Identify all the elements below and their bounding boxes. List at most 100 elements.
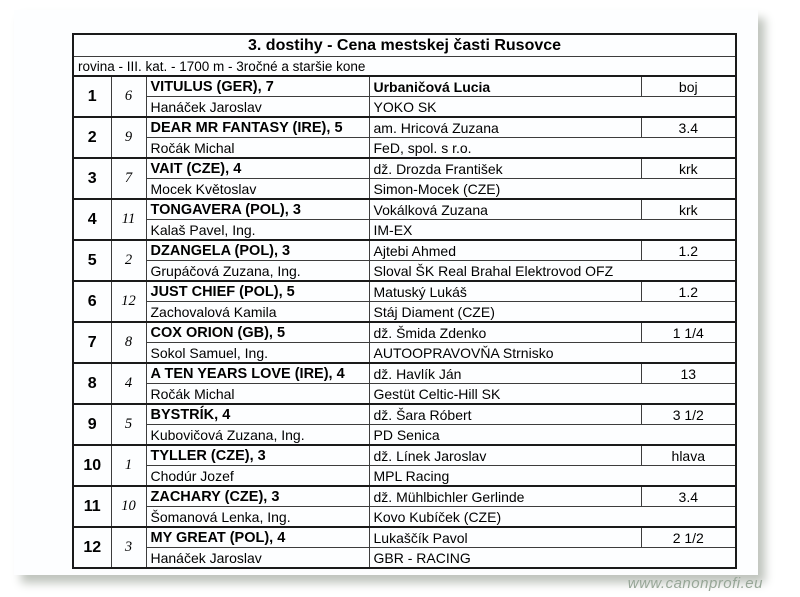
jockey-name: dž. Havlík Ján: [369, 363, 642, 384]
horse-name: TONGAVERA (POL), 3: [146, 199, 370, 220]
trainer-name: Kalaš Pavel, Ing.: [146, 219, 370, 241]
jockey-name: dž. Šara Róbert: [369, 404, 642, 425]
horse-name: DZANGELA (POL), 3: [146, 240, 370, 261]
start-number: 7: [111, 158, 147, 200]
finish-margin: 3.4: [641, 486, 737, 507]
owner-name: Gestüt Celtic-Hill SK: [369, 383, 737, 405]
result-row-details: Šomanová Lenka, Ing. Kovo Kubíček (CZE): [73, 506, 737, 528]
horse-name: TYLLER (CZE), 3: [146, 445, 370, 466]
finish-position: 7: [73, 322, 112, 364]
start-number: 9: [111, 117, 147, 159]
owner-name: Sloval ŠK Real Brahal Elektrovod OFZ: [369, 260, 737, 282]
jockey-name: Lukaščík Pavol: [369, 527, 642, 548]
trainer-name: Ročák Michal: [146, 383, 370, 405]
horse-name: DEAR MR FANTASY (IRE), 5: [146, 117, 370, 138]
title-row: 3. dostihy - Cena mestskej časti Rusovce: [73, 34, 737, 57]
result-row-details: Hanáček Jaroslav GBR - RACING: [73, 547, 737, 569]
start-number: 2: [111, 240, 147, 282]
finish-margin: 1.2: [641, 281, 737, 302]
result-row: 3 7 VAIT (CZE), 4 dž. Drozda František k…: [73, 158, 737, 200]
finish-margin: krk: [641, 199, 737, 220]
result-row: 11 10 ZACHARY (CZE), 3 dž. Mühlbichler G…: [73, 486, 737, 528]
finish-margin: hlava: [641, 445, 737, 466]
result-row-details: Kubovičová Zuzana, Ing. PD Senica: [73, 424, 737, 446]
finish-position: 1: [73, 76, 112, 118]
result-row-details: Mocek Květoslav Simon-Mocek (CZE): [73, 178, 737, 200]
owner-name: Stáj Diament (CZE): [369, 301, 737, 323]
owner-name: FeD, spol. s r.o.: [369, 137, 737, 159]
horse-name: MY GREAT (POL), 4: [146, 527, 370, 548]
finish-position: 4: [73, 199, 112, 241]
result-row: 9 5 BYSTRÍK, 4 dž. Šara Róbert 3 1/2: [73, 404, 737, 446]
start-number: 12: [111, 281, 147, 323]
jockey-name: am. Hricová Zuzana: [369, 117, 642, 138]
start-number: 5: [111, 404, 147, 446]
owner-name: AUTOOPRAVOVŇA Strnisko: [369, 342, 737, 364]
start-number: 4: [111, 363, 147, 405]
watermark-text: www.canonprofi.eu: [627, 575, 763, 592]
race-results-table: 3. dostihy - Cena mestskej časti Rusovce…: [72, 33, 738, 569]
owner-name: MPL Racing: [369, 465, 737, 487]
finish-position: 6: [73, 281, 112, 323]
result-row-details: Zachovalová Kamila Stáj Diament (CZE): [73, 301, 737, 323]
result-row: 5 2 DZANGELA (POL), 3 Ajtebi Ahmed 1.2: [73, 240, 737, 282]
horse-name: JUST CHIEF (POL), 5: [146, 281, 370, 302]
finish-margin: boj: [641, 76, 737, 97]
owner-name: GBR - RACING: [369, 547, 737, 569]
finish-margin: 2 1/2: [641, 527, 737, 548]
jockey-name: Ajtebi Ahmed: [369, 240, 642, 261]
owner-name: Kovo Kubíček (CZE): [369, 506, 737, 528]
finish-position: 9: [73, 404, 112, 446]
trainer-name: Sokol Samuel, Ing.: [146, 342, 370, 364]
finish-margin: 1.2: [641, 240, 737, 261]
result-row-details: Kalaš Pavel, Ing. IM-EX: [73, 219, 737, 241]
start-number: 3: [111, 527, 147, 569]
result-row-details: Grupáčová Zuzana, Ing. Sloval ŠK Real Br…: [73, 260, 737, 282]
trainer-name: Kubovičová Zuzana, Ing.: [146, 424, 370, 446]
result-row-details: Chodúr Jozef MPL Racing: [73, 465, 737, 487]
trainer-name: Mocek Květoslav: [146, 178, 370, 200]
jockey-name: Urbaničová Lucia: [369, 76, 642, 97]
horse-name: VITULUS (GER), 7: [146, 76, 370, 97]
race-conditions: rovina - III. kat. - 1700 m - 3ročné a s…: [73, 56, 737, 77]
trainer-name: Šomanová Lenka, Ing.: [146, 506, 370, 528]
finish-position: 5: [73, 240, 112, 282]
start-number: 6: [111, 76, 147, 118]
trainer-name: Grupáčová Zuzana, Ing.: [146, 260, 370, 282]
result-row: 2 9 DEAR MR FANTASY (IRE), 5 am. Hricová…: [73, 117, 737, 159]
finish-margin: krk: [641, 158, 737, 179]
trainer-name: Chodúr Jozef: [146, 465, 370, 487]
finish-position: 11: [73, 486, 112, 528]
start-number: 10: [111, 486, 147, 528]
owner-name: PD Senica: [369, 424, 737, 446]
result-row: 7 8 COX ORION (GB), 5 dž. Šmida Zdenko 1…: [73, 322, 737, 364]
result-row: 6 12 JUST CHIEF (POL), 5 Matuský Lukáš 1…: [73, 281, 737, 323]
owner-name: YOKO SK: [369, 96, 737, 118]
start-number: 8: [111, 322, 147, 364]
trainer-name: Hanáček Jaroslav: [146, 547, 370, 569]
jockey-name: dž. Línek Jaroslav: [369, 445, 642, 466]
trainer-name: Ročák Michal: [146, 137, 370, 159]
conditions-row: rovina - III. kat. - 1700 m - 3ročné a s…: [73, 56, 737, 77]
horse-name: VAIT (CZE), 4: [146, 158, 370, 179]
owner-name: Simon-Mocek (CZE): [369, 178, 737, 200]
jockey-name: dž. Šmida Zdenko: [369, 322, 642, 343]
start-number: 1: [111, 445, 147, 487]
finish-margin: 3 1/2: [641, 404, 737, 425]
jockey-name: dž. Drozda František: [369, 158, 642, 179]
result-row-details: Ročák Michal Gestüt Celtic-Hill SK: [73, 383, 737, 405]
result-row-details: Sokol Samuel, Ing. AUTOOPRAVOVŇA Strnisk…: [73, 342, 737, 364]
result-row-details: Ročák Michal FeD, spol. s r.o.: [73, 137, 737, 159]
jockey-name: Vokálková Zuzana: [369, 199, 642, 220]
horse-name: ZACHARY (CZE), 3: [146, 486, 370, 507]
horse-name: BYSTRÍK, 4: [146, 404, 370, 425]
jockey-name: Matuský Lukáš: [369, 281, 642, 302]
result-row: 1 6 VITULUS (GER), 7 Urbaničová Lucia bo…: [73, 76, 737, 118]
finish-position: 12: [73, 527, 112, 569]
finish-position: 2: [73, 117, 112, 159]
finish-position: 8: [73, 363, 112, 405]
result-row: 4 11 TONGAVERA (POL), 3 Vokálková Zuzana…: [73, 199, 737, 241]
horse-name: A TEN YEARS LOVE (IRE), 4: [146, 363, 370, 384]
result-row: 12 3 MY GREAT (POL), 4 Lukaščík Pavol 2 …: [73, 527, 737, 569]
finish-margin: 1 1/4: [641, 322, 737, 343]
